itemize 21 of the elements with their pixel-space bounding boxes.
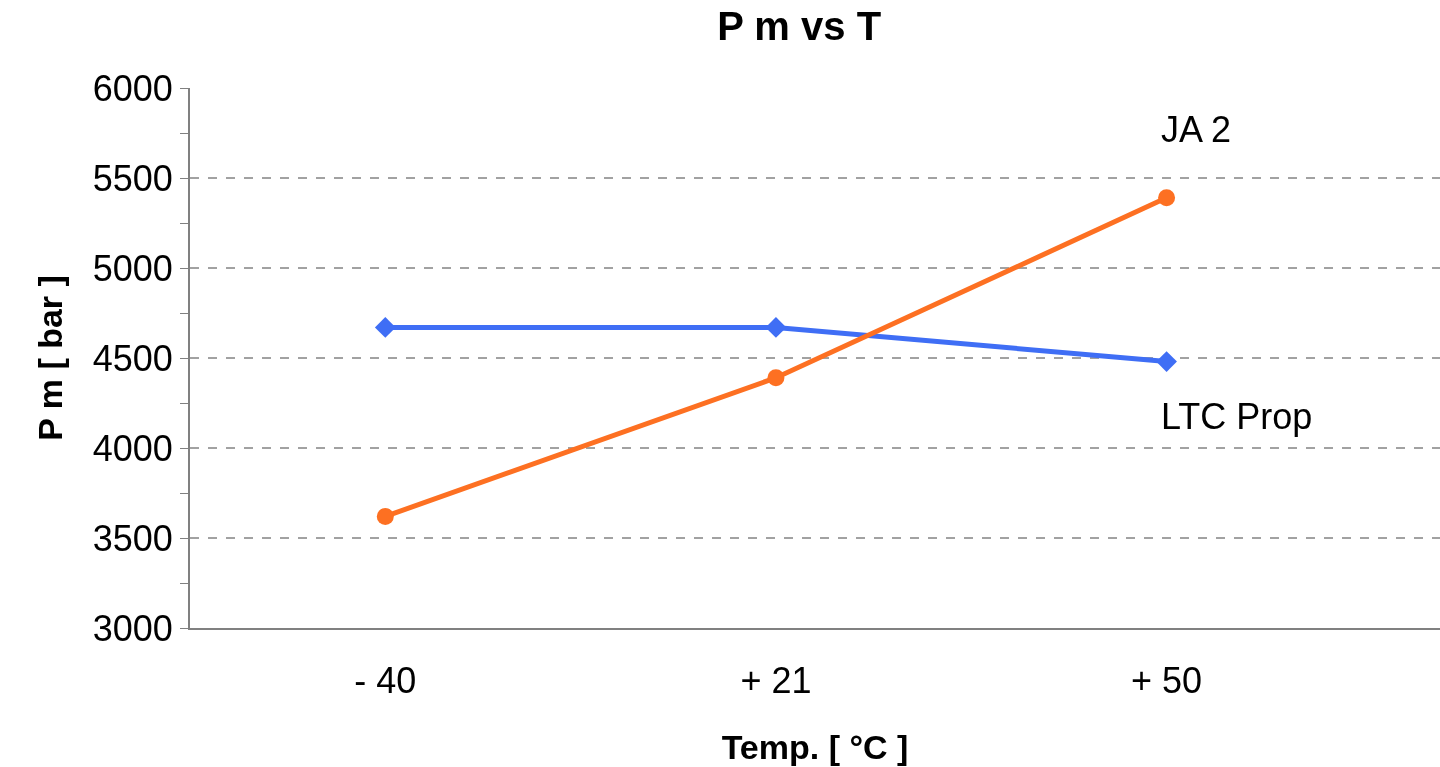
y-tick-label: 6000: [92, 67, 173, 109]
x-tick-label: + 50: [1131, 660, 1203, 702]
y-axis-title: P m [ bar ]: [30, 275, 69, 441]
x-tick-label: - 40: [354, 660, 417, 702]
y-tick-label: 5500: [92, 157, 173, 199]
series-label: JA 2: [1161, 109, 1232, 150]
y-tick-label: 3500: [92, 517, 173, 559]
x-tick-label: + 21: [740, 660, 812, 702]
y-tick-label: 4000: [92, 427, 173, 469]
point: [1156, 351, 1177, 372]
y-tick-label: 4500: [92, 337, 173, 379]
point: [376, 507, 394, 525]
point: [1158, 189, 1176, 207]
y-tick-label: 3000: [92, 607, 173, 649]
y-tick-label: 5000: [92, 247, 173, 289]
point: [767, 369, 785, 387]
point: [374, 317, 396, 338]
series-label: LTC Prop: [1161, 396, 1313, 437]
point: [765, 317, 787, 338]
chart-title: P m vs T: [717, 3, 882, 48]
x-axis-title: Temp. [ °C ]: [721, 728, 909, 766]
